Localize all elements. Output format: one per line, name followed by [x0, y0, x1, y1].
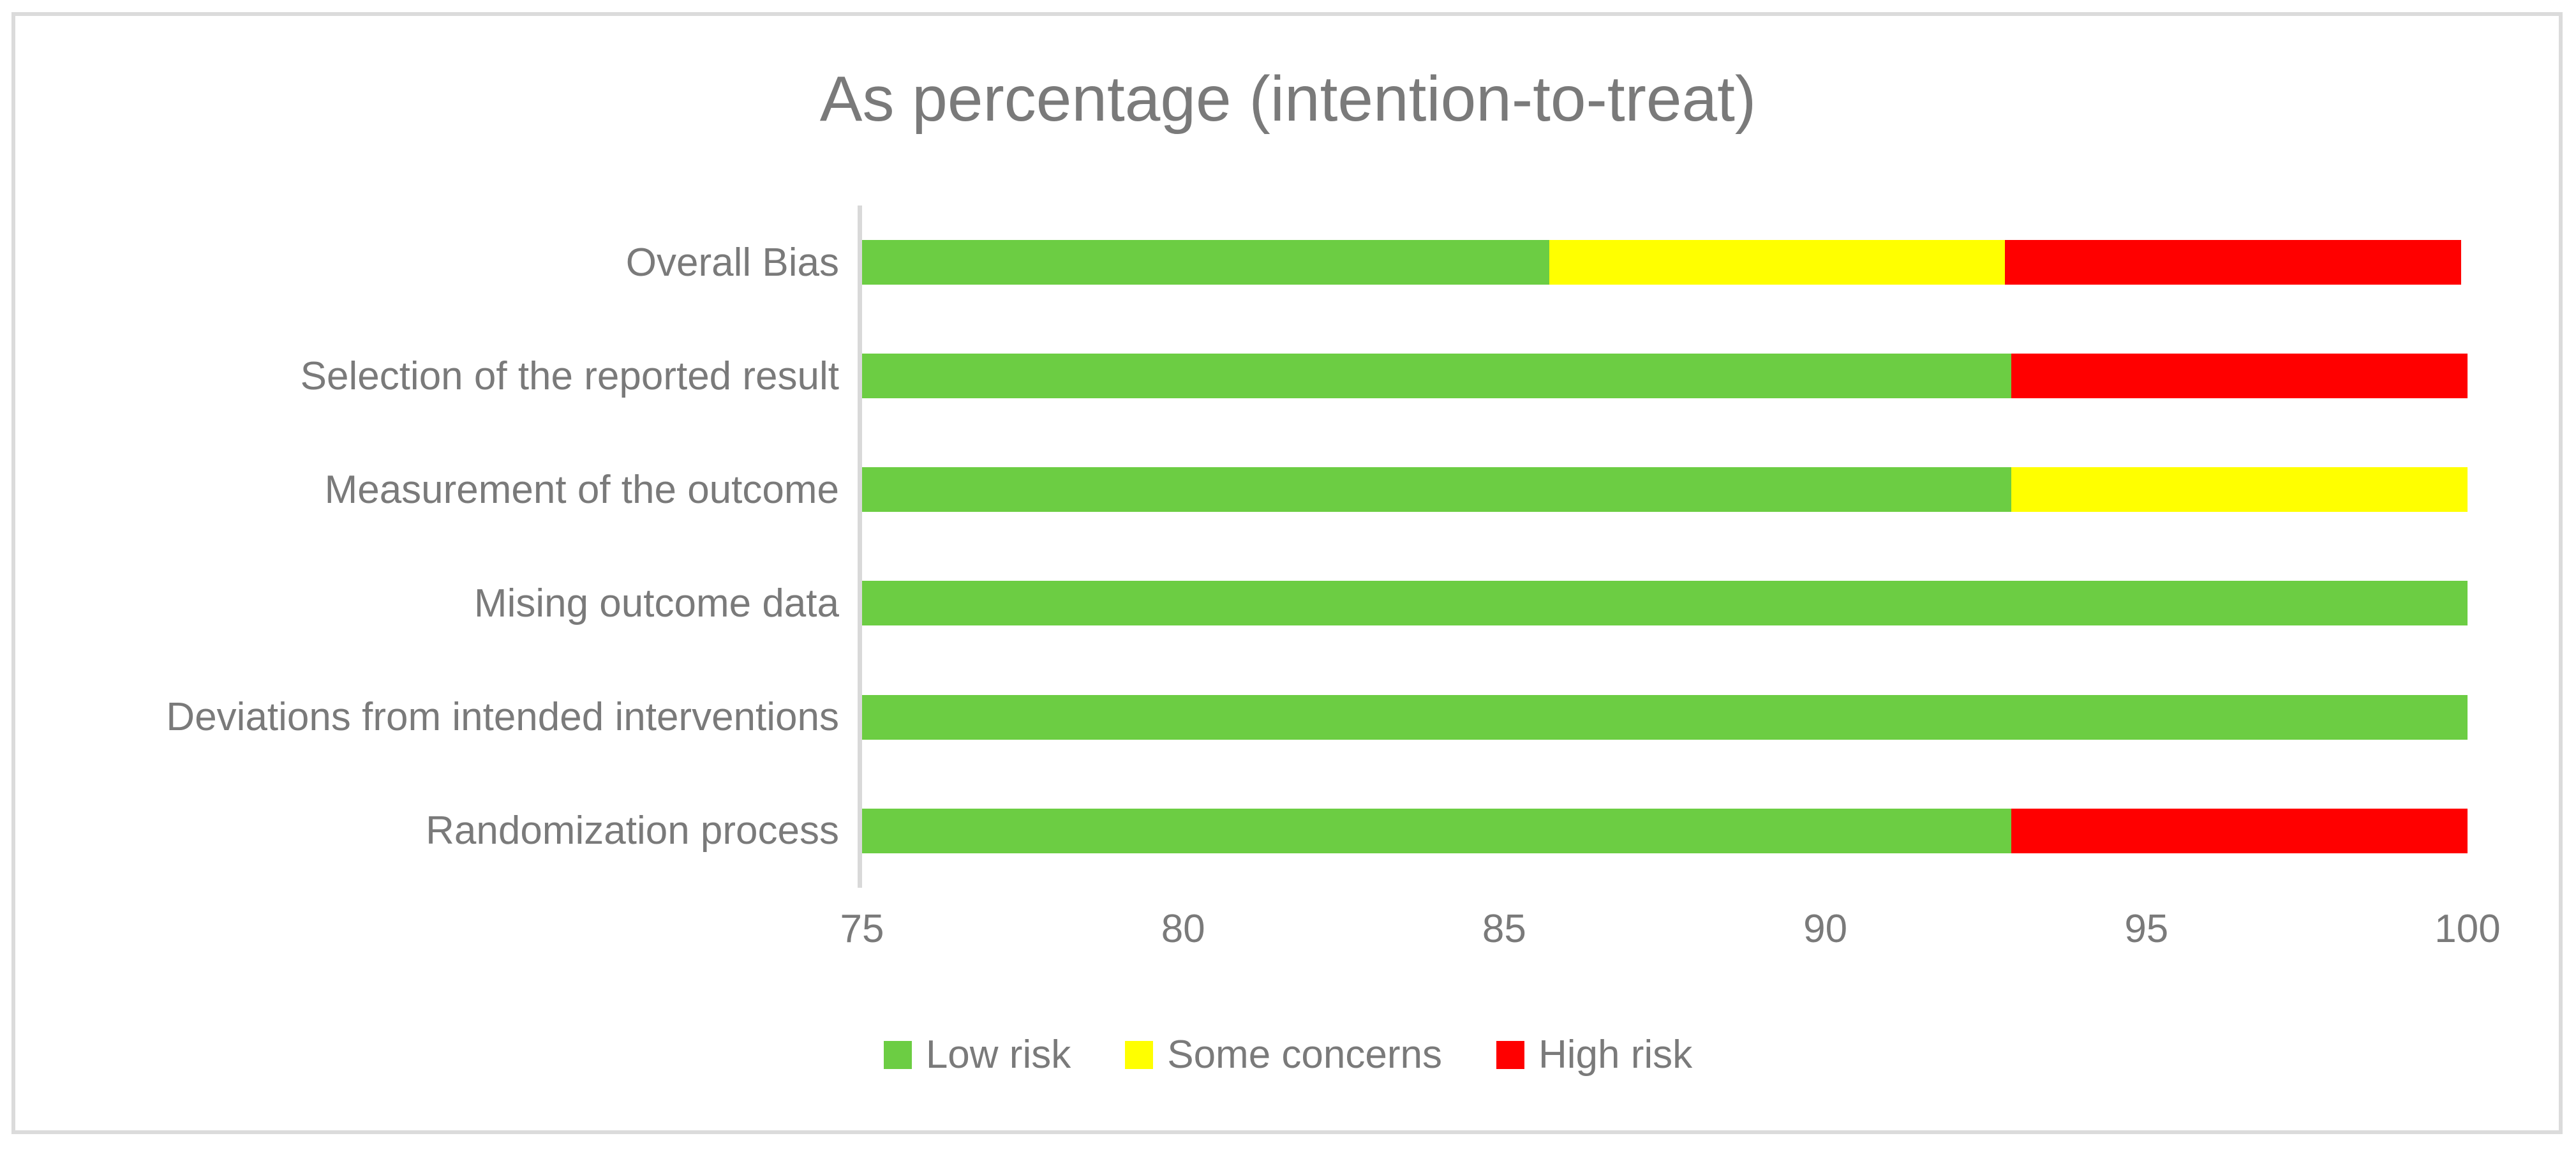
bar-row	[862, 433, 2468, 546]
bar-segment-low-risk	[862, 240, 1549, 285]
chart-frame	[11, 12, 2563, 1134]
category-labels: Overall Bias Selection of the reported re…	[19, 206, 839, 888]
legend-label: Low risk	[925, 1033, 1071, 1077]
legend: Low risk Some concerns High risk	[0, 1024, 2576, 1085]
legend-marker	[1496, 1040, 1524, 1069]
category-label: Overall Bias	[625, 240, 839, 285]
bar-row	[862, 206, 2468, 319]
bar-segment-high-risk	[2011, 354, 2468, 399]
bar-row	[862, 774, 2468, 888]
x-axis-tick-label: 90	[1803, 907, 1848, 951]
category-label: Deviations from intended interventions	[166, 695, 839, 740]
x-axis-tick-label: 75	[840, 907, 884, 951]
legend-label: Some concerns	[1167, 1033, 1442, 1077]
legend-item: Some concerns	[1125, 1032, 1442, 1077]
x-axis-tick-label: 85	[1482, 907, 1526, 951]
legend-item: High risk	[1496, 1032, 1692, 1077]
bar-segment-low-risk	[862, 467, 2012, 512]
category-axis-line	[858, 206, 862, 888]
bar-segment-high-risk	[2005, 240, 2461, 285]
category-label: Randomization process	[426, 809, 839, 853]
bar-segment-low-risk	[862, 694, 2468, 740]
chart-title: As percentage (intention-to-treat)	[819, 63, 1757, 135]
legend-marker	[1125, 1040, 1154, 1069]
bar-row	[862, 319, 2468, 433]
plot-area	[862, 206, 2468, 888]
bar-segment-some-concerns	[1549, 240, 2006, 285]
legend-label: High risk	[1538, 1033, 1693, 1077]
bar-segment-low-risk	[862, 808, 2012, 853]
x-axis-tick-label: 100	[2434, 907, 2501, 951]
x-axis: 75 80 85 90 95 100	[840, 906, 2501, 957]
category-label: Mising outcome data	[473, 581, 839, 626]
x-axis-tick-label: 80	[1161, 907, 1205, 951]
bar-segment-some-concerns	[2011, 467, 2468, 512]
bar-segment-high-risk	[2011, 808, 2468, 853]
x-axis-tick-label: 95	[2124, 907, 2169, 951]
bar-segment-low-risk	[862, 354, 2012, 399]
legend-marker	[883, 1040, 912, 1069]
bar-row	[862, 661, 2468, 774]
category-label: Measurement of the outcome	[324, 467, 839, 512]
bar-row	[862, 546, 2468, 660]
bar-segment-low-risk	[862, 581, 2468, 626]
category-label: Selection of the reported result	[300, 354, 839, 398]
legend-item: Low risk	[883, 1032, 1071, 1077]
